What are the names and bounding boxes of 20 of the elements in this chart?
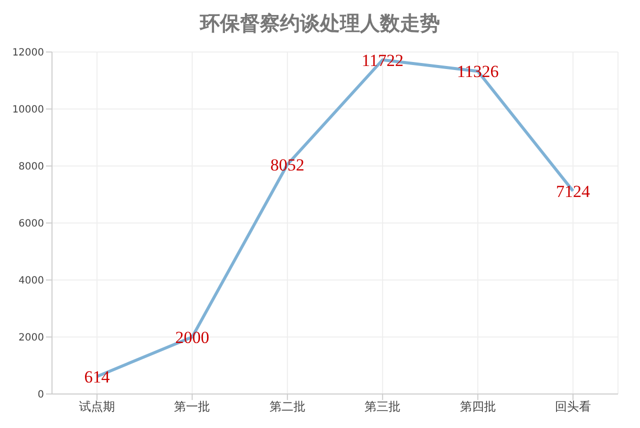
data-label: 8052	[270, 156, 304, 175]
data-label: 11326	[456, 62, 499, 82]
data-label: 11722	[362, 50, 404, 70]
x-tick-label: 第一批	[174, 400, 210, 414]
y-tick-label: 4000	[18, 276, 44, 287]
y-tick-label: 2000	[18, 332, 44, 344]
x-tick-label: 试点期	[79, 400, 115, 414]
y-tick-label: 0	[38, 390, 44, 401]
data-label: 2000	[175, 328, 210, 348]
data-label: 7124	[556, 182, 590, 201]
y-tick-label: 12000	[12, 48, 44, 59]
x-tick-label: 第二批	[269, 400, 306, 414]
x-tick-label: 第三批	[364, 400, 401, 414]
y-tick-label: 6000	[18, 218, 44, 230]
y-tick-label: 10000	[12, 104, 44, 116]
y-tick-label: 8000	[18, 162, 44, 173]
x-tick-label: 回头看	[555, 400, 591, 414]
chart-title: 环保督察约谈处理人数走势	[198, 10, 441, 37]
x-tick-label: 第四批	[460, 400, 496, 414]
data-label: 614	[84, 368, 110, 387]
